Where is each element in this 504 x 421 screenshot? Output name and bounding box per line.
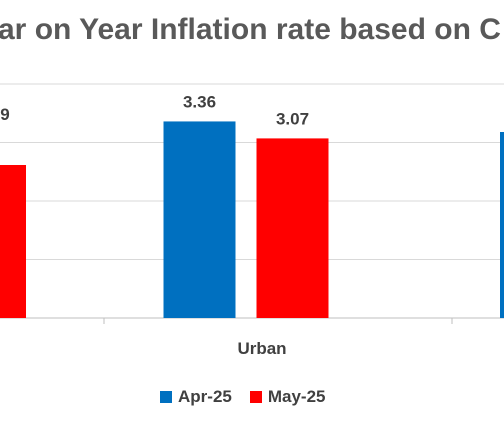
legend-item-apr: Apr-25 — [160, 387, 232, 407]
x-tick-label: Urban — [237, 339, 286, 358]
legend-swatch-may — [249, 391, 262, 403]
legend-item-may: May-25 — [249, 387, 326, 407]
legend-label-apr: Apr-25 — [178, 387, 232, 406]
legend-label-may: May-25 — [267, 387, 326, 406]
bar-apr-urban — [163, 121, 236, 318]
data-label-apr-urban: 3.36 — [183, 92, 216, 111]
legend-swatch-apr — [160, 391, 172, 403]
bars — [0, 121, 504, 318]
bar-apr-right-clipped — [500, 132, 504, 318]
chart-title: ar on Year Inflation rate based on C — [0, 13, 501, 46]
bar-may-urban — [256, 138, 329, 318]
data-labels: 3.36 3.07 9 — [0, 92, 309, 128]
x-tick-labels: Urban — [237, 339, 286, 358]
gridlines — [0, 83, 504, 260]
x-axis — [0, 317, 504, 324]
legend: Apr-25 May-25 — [160, 387, 326, 407]
bar-may-left-clipped — [0, 165, 26, 318]
data-label-may-urban: 3.07 — [276, 109, 309, 128]
data-label-left-clipped: 9 — [0, 105, 9, 124]
